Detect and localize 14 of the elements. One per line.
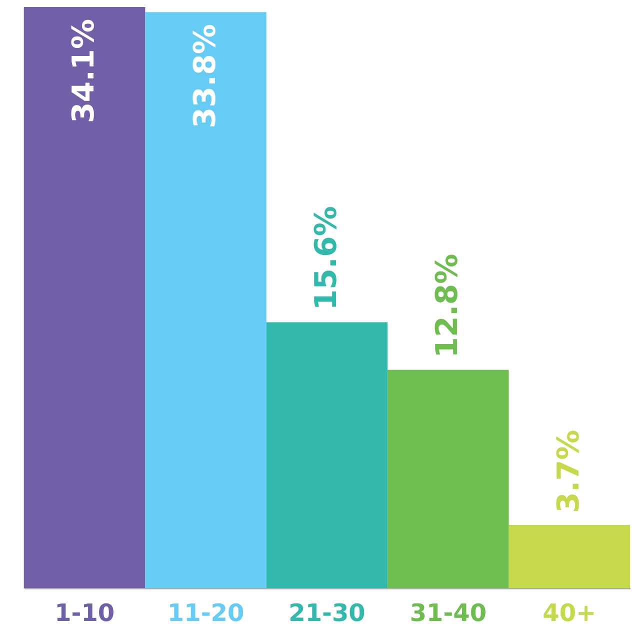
data-label: 34.1% [66, 19, 102, 124]
data-label: 12.8% [430, 254, 466, 358]
x-tick-label: 40+ [542, 599, 596, 627]
x-tick-label: 31-40 [410, 599, 487, 627]
bar [266, 322, 388, 588]
data-label: 15.6% [309, 206, 344, 310]
data-label: 33.8% [188, 24, 223, 128]
x-tick-label: 11-20 [167, 599, 244, 627]
bar [145, 12, 266, 588]
x-tick-label: 1-10 [54, 599, 115, 627]
bar [388, 370, 509, 588]
x-tick-label: 21-30 [288, 599, 366, 627]
data-label: 3.7% [551, 430, 586, 513]
bar [508, 524, 630, 588]
